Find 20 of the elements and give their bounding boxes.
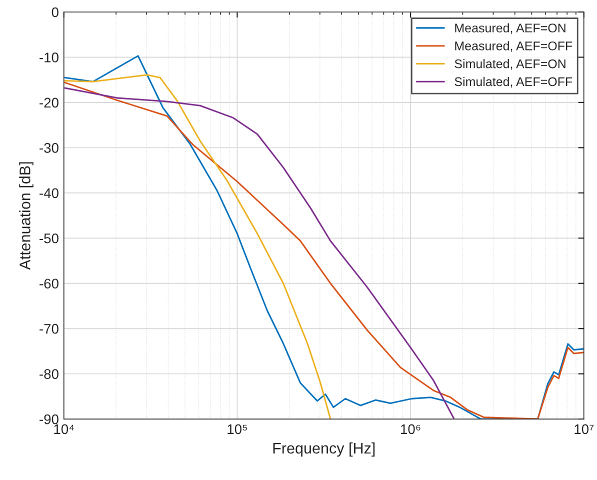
x-tick-label: 10⁷	[574, 424, 594, 434]
x-axis-title: Frequency [Hz]	[273, 442, 375, 457]
legend-label: Simulated, AEF=OFF	[454, 76, 572, 88]
x-tick-label: 10⁴	[54, 424, 74, 434]
x-tick-label: 10⁵	[228, 424, 247, 434]
y-tick-label: -30	[40, 143, 58, 153]
legend-label: Measured, AEF=OFF	[455, 41, 572, 52]
y-axis-title: Attenuation [dB]	[19, 162, 34, 270]
y-tick-label: -70	[40, 324, 58, 334]
y-tick-label: -50	[40, 233, 58, 244]
legend-label: Measured, AEF=ON	[455, 23, 566, 34]
y-tick-label: -60	[40, 278, 58, 289]
legend-label: Simulated, AEF=ON	[454, 59, 566, 70]
y-tick-label: -80	[40, 369, 58, 379]
x-tick-label: 10⁶	[401, 424, 420, 434]
y-tick-label: -10	[40, 52, 58, 62]
y-tick-label: -90	[40, 414, 58, 424]
y-tick-label: -40	[40, 188, 58, 198]
y-tick-label: -20	[40, 98, 58, 108]
y-tick-label: 0	[52, 7, 58, 18]
